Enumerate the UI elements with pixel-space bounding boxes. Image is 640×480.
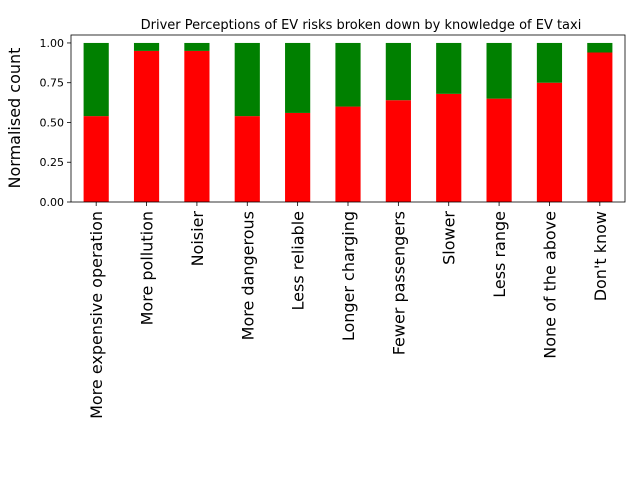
bar-series-2-1 <box>133 42 160 51</box>
bar-series-2-2 <box>184 42 210 51</box>
x-tick-label: Less reliable <box>289 211 308 310</box>
bar-series-1-3 <box>234 116 260 202</box>
bar-series-1-0 <box>83 116 109 202</box>
x-tick-label: Fewer passengers <box>389 211 408 355</box>
bar-series-2-0 <box>83 42 109 117</box>
y-tick-label: 0.25 <box>40 156 65 169</box>
bar-series-1-8 <box>486 98 512 202</box>
x-tick-label: More dangerous <box>238 211 257 340</box>
y-tick-label: 0.50 <box>40 116 65 129</box>
bar-series-2-5 <box>335 42 361 107</box>
y-tick-label: 1.00 <box>40 37 65 50</box>
bar-series-1-4 <box>285 112 311 202</box>
bar-series-1-6 <box>385 100 411 202</box>
bar-series-2-10 <box>587 42 613 53</box>
y-tick-label: 0.00 <box>40 196 65 209</box>
bar-series-2-3 <box>234 42 260 117</box>
x-tick-label: None of the above <box>540 211 559 359</box>
bar-series-1-1 <box>133 50 160 203</box>
bar-series-2-4 <box>285 42 311 113</box>
chart-title: Driver Perceptions of EV risks broken do… <box>141 18 582 33</box>
bars-layer <box>83 42 613 203</box>
bar-series-2-8 <box>486 42 512 99</box>
x-tick-label: Less range <box>490 211 509 298</box>
bar-series-1-7 <box>436 93 462 202</box>
axes-layer: 0.00 0.25 0.50 0.75 1.00 More expensive opera… <box>40 34 626 419</box>
x-tick-label: Longer charging <box>339 211 358 341</box>
bar-series-1-5 <box>335 106 361 202</box>
y-tick-label: 0.75 <box>40 77 65 90</box>
x-tick-label: Slower <box>440 211 459 265</box>
bar-series-1-9 <box>536 82 563 202</box>
bar-series-2-9 <box>536 42 563 83</box>
y-axis-label: Normalised count <box>5 48 24 189</box>
x-tick-label: More pollution <box>138 211 157 325</box>
bar-series-1-2 <box>184 50 210 203</box>
x-tick-label: Don't know <box>591 211 610 301</box>
bar-series-2-6 <box>385 42 411 101</box>
x-tick-label: More expensive operation <box>87 211 106 419</box>
x-tick-label: Noisier <box>188 211 207 267</box>
bar-series-2-7 <box>436 42 462 94</box>
bar-series-1-10 <box>587 52 613 202</box>
